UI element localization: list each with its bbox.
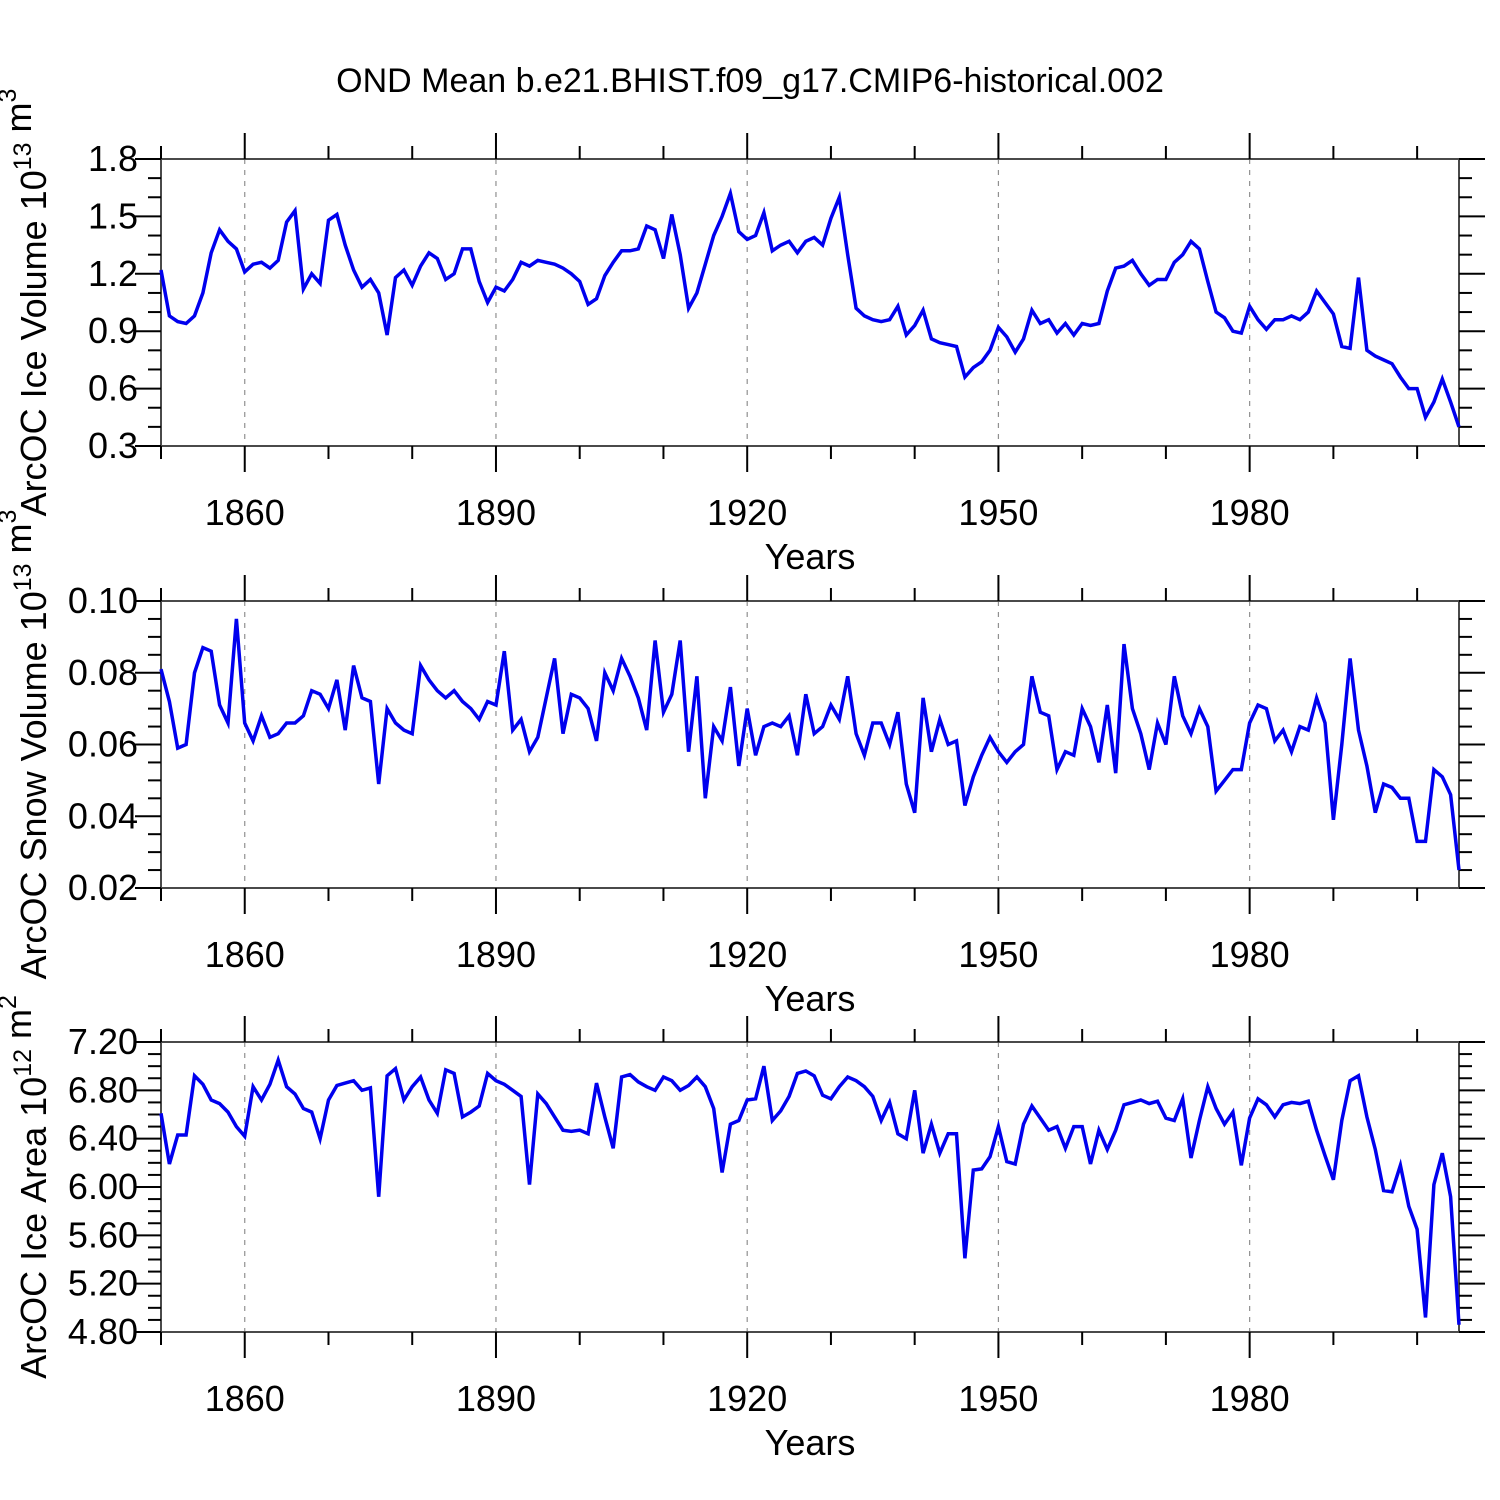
x-tick-label: 1950 [958, 934, 1038, 975]
x-tick-label: 1950 [958, 1378, 1038, 1419]
x-tick-label: 1920 [707, 492, 787, 533]
y-tick-label: 0.9 [88, 310, 138, 351]
x-tick-label: 1920 [707, 934, 787, 975]
x-axis-title: Years [765, 536, 856, 577]
x-axis-title: Years [765, 978, 856, 1019]
y-tick-label: 0.06 [68, 724, 138, 765]
y-tick-label: 1.8 [88, 138, 138, 179]
plot-border [160, 158, 1460, 447]
y-tick-label: 0.3 [88, 425, 138, 466]
x-tick-label: 1890 [456, 1378, 536, 1419]
ice-area-line [159, 1054, 1461, 1325]
page-title: OND Mean b.e21.BHIST.f09_g17.CMIP6-histo… [336, 62, 1164, 100]
y-tick-label: 0.08 [68, 652, 138, 693]
ice-volume-line [159, 187, 1461, 428]
y-tick-label: 6.80 [68, 1069, 138, 1110]
x-tick-label: 1860 [205, 492, 285, 533]
y-tick-label: 1.2 [88, 253, 138, 294]
x-tick-label: 1920 [707, 1378, 787, 1419]
x-tick-label: 1980 [1210, 934, 1290, 975]
y-tick-label: 0.04 [68, 795, 138, 836]
y-tick-label: 5.60 [68, 1214, 138, 1255]
y-tick-label: 1.5 [88, 195, 138, 236]
x-axis-title: Years [765, 1422, 856, 1463]
x-tick-label: 1860 [205, 934, 285, 975]
y-tick-label: 0.02 [68, 867, 138, 908]
y-tick-label: 5.20 [68, 1263, 138, 1304]
plot-border [160, 600, 1460, 889]
y-axis-title: ArcOC Ice Volume 1013 m3 [0, 89, 54, 517]
y-tick-label: 6.00 [68, 1166, 138, 1207]
x-tick-label: 1980 [1210, 1378, 1290, 1419]
y-axis-title: ArcOC Ice Area 1012 m2 [0, 995, 54, 1379]
x-tick-label: 1980 [1210, 492, 1290, 533]
y-tick-label: 6.40 [68, 1118, 138, 1159]
x-tick-label: 1890 [456, 492, 536, 533]
y-tick-label: 4.80 [68, 1311, 138, 1352]
y-tick-label: 0.6 [88, 368, 138, 409]
x-tick-label: 1950 [958, 492, 1038, 533]
y-tick-label: 0.10 [68, 580, 138, 621]
y-axis-title: ArcOC Snow Volume 1013 m3 [0, 510, 54, 980]
x-tick-label: 1860 [205, 1378, 285, 1419]
x-tick-label: 1890 [456, 934, 536, 975]
y-tick-label: 7.20 [68, 1021, 138, 1062]
snow-volume-line [159, 618, 1461, 871]
